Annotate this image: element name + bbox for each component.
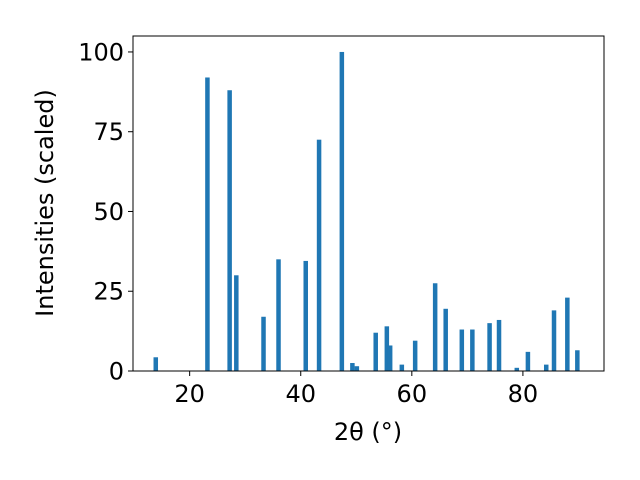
bar [316, 139, 322, 371]
bar [525, 351, 531, 371]
bar [470, 329, 475, 371]
bar [443, 308, 448, 371]
bar [399, 364, 405, 371]
bar [459, 329, 465, 371]
bar [432, 283, 438, 371]
bar [303, 260, 308, 371]
bar [487, 323, 492, 371]
x-axis-ticks: 20 40 60 80 [174, 371, 538, 408]
bar [276, 259, 281, 371]
bar [384, 326, 390, 371]
x-tick-label: 60 [397, 380, 428, 408]
y-tick-label: 100 [78, 38, 124, 66]
bar [412, 340, 418, 371]
bar [373, 332, 378, 371]
bar [227, 90, 232, 372]
y-axis-label: Intensities (scaled) [31, 89, 59, 317]
bar [339, 51, 345, 371]
x-tick-label: 20 [174, 380, 205, 408]
y-tick-label: 75 [93, 118, 124, 146]
y-axis-ticks: 0 25 50 75 100 [78, 38, 133, 386]
bars-group [153, 51, 580, 372]
bar [565, 297, 570, 371]
bar [514, 367, 520, 371]
bar [387, 345, 393, 371]
bar [350, 363, 355, 371]
bar [354, 366, 360, 371]
bar [261, 316, 266, 371]
bar [205, 77, 210, 371]
bar [496, 319, 502, 371]
y-tick-label: 50 [93, 198, 124, 226]
y-tick-label: 0 [109, 358, 124, 386]
bar [551, 310, 557, 371]
plot-frame [132, 35, 605, 372]
bar [575, 350, 580, 371]
bar [153, 357, 159, 371]
x-tick-label: 40 [285, 380, 316, 408]
bar [543, 364, 549, 371]
y-tick-label: 25 [93, 278, 124, 306]
bar [234, 275, 239, 371]
x-axis-label: 2θ (°) [334, 418, 402, 446]
x-tick-label: 80 [508, 380, 539, 408]
